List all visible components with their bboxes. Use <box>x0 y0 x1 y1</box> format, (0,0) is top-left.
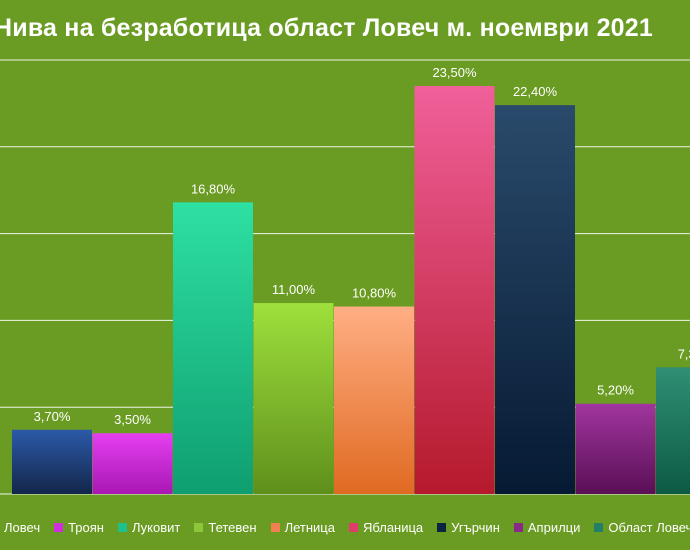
legend-item-4: Тетевен <box>194 519 257 535</box>
legend-item-9: Област Ловеч <box>594 520 690 535</box>
legend-label: Ловеч <box>4 519 41 535</box>
data-label-5: 10,80% <box>352 286 397 301</box>
legend-item-5: Летница <box>270 519 335 535</box>
legend-swatch <box>117 522 127 532</box>
legend-item-2: Троян <box>54 520 104 535</box>
bar-6 <box>414 86 495 494</box>
data-label-1: 3,70% <box>34 409 71 424</box>
legend-label: Угърчин <box>451 519 500 535</box>
legend-label: Луковит <box>131 519 181 535</box>
bar-1 <box>12 429 92 494</box>
legend-swatch <box>348 522 358 532</box>
chart-title: Нива на безработица област Ловеч м. ноем… <box>0 14 653 42</box>
legend-label: Тетевен <box>208 519 257 535</box>
legend-label: Априлци <box>527 519 581 535</box>
legend-item-1: Ловеч <box>0 520 40 535</box>
data-label-6: 23,50% <box>432 65 477 80</box>
bar-8 <box>575 403 656 494</box>
legend-swatch <box>513 522 523 532</box>
legend-label: Област Ловеч <box>608 519 690 535</box>
legend-item-7: Угърчин <box>437 520 500 535</box>
bar-4 <box>253 303 334 494</box>
bar-3 <box>173 202 253 495</box>
data-label-7: 22,40% <box>513 84 558 99</box>
legend-swatch <box>270 522 280 532</box>
data-label-9: 7,30% <box>678 346 690 361</box>
data-label-8: 5,20% <box>597 383 634 398</box>
legend-item-8: Априлци <box>513 519 581 535</box>
legend: Ловеч Троян Луковит Тетевен Летница Ябланица У… <box>0 516 690 538</box>
data-label-3: 16,80% <box>191 181 236 196</box>
legend-swatch <box>594 522 604 532</box>
data-label-4: 11,00% <box>272 282 316 297</box>
legend-item-6: Ябланица <box>348 519 424 535</box>
data-labels: 3,70% 3,50% 16,80% 11,00% 10,80% 23,50% 22,40%… <box>34 65 690 427</box>
bar-5 <box>334 306 414 494</box>
legend-label: Летница <box>284 519 335 535</box>
bar-7 <box>495 105 575 495</box>
legend-swatch <box>194 522 204 532</box>
bar-9 <box>656 367 690 494</box>
legend-swatch <box>437 522 447 532</box>
bar-2 <box>92 433 173 494</box>
legend-label: Троян <box>68 519 104 535</box>
legend-item-3: Луковит <box>117 519 181 535</box>
legend-label: Ябланица <box>362 519 424 535</box>
bars <box>12 86 690 495</box>
data-label-2: 3,50% <box>114 412 151 427</box>
legend-swatch <box>54 522 64 532</box>
